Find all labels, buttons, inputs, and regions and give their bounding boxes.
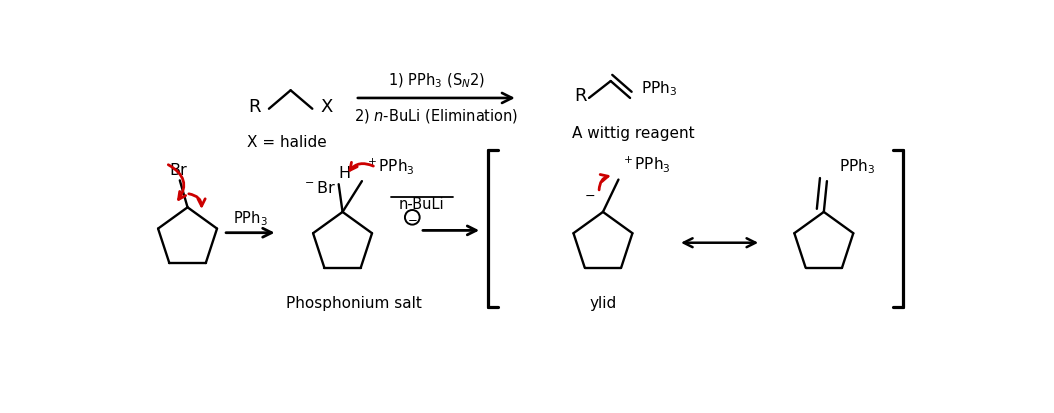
Text: 2) $n$-BuLi (Elimination): 2) $n$-BuLi (Elimination)	[354, 107, 519, 125]
Text: ylid: ylid	[589, 295, 617, 310]
Text: Br: Br	[170, 163, 188, 178]
Text: $^-$: $^-$	[582, 191, 596, 209]
Text: Phosphonium salt: Phosphonium salt	[287, 295, 422, 310]
Text: PPh$_3$: PPh$_3$	[839, 157, 875, 176]
Text: PPh$_3$: PPh$_3$	[641, 78, 677, 97]
Text: R: R	[249, 97, 261, 115]
Text: A wittig reagent: A wittig reagent	[572, 126, 695, 141]
Text: H: H	[338, 166, 351, 181]
Text: R: R	[574, 87, 587, 104]
Text: 1) PPh$_3$ (S$_N$2): 1) PPh$_3$ (S$_N$2)	[388, 72, 485, 90]
Text: $^+$PPh$_3$: $^+$PPh$_3$	[365, 156, 415, 176]
Text: $^-$Br: $^-$Br	[302, 180, 336, 196]
Text: $^+$PPh$_3$: $^+$PPh$_3$	[621, 153, 670, 173]
Text: n-BuLi: n-BuLi	[398, 197, 445, 211]
Text: X: X	[320, 97, 333, 115]
Text: X = halide: X = halide	[247, 135, 327, 150]
Text: PPh$_3$: PPh$_3$	[233, 209, 268, 227]
Text: $-$: $-$	[407, 211, 417, 224]
